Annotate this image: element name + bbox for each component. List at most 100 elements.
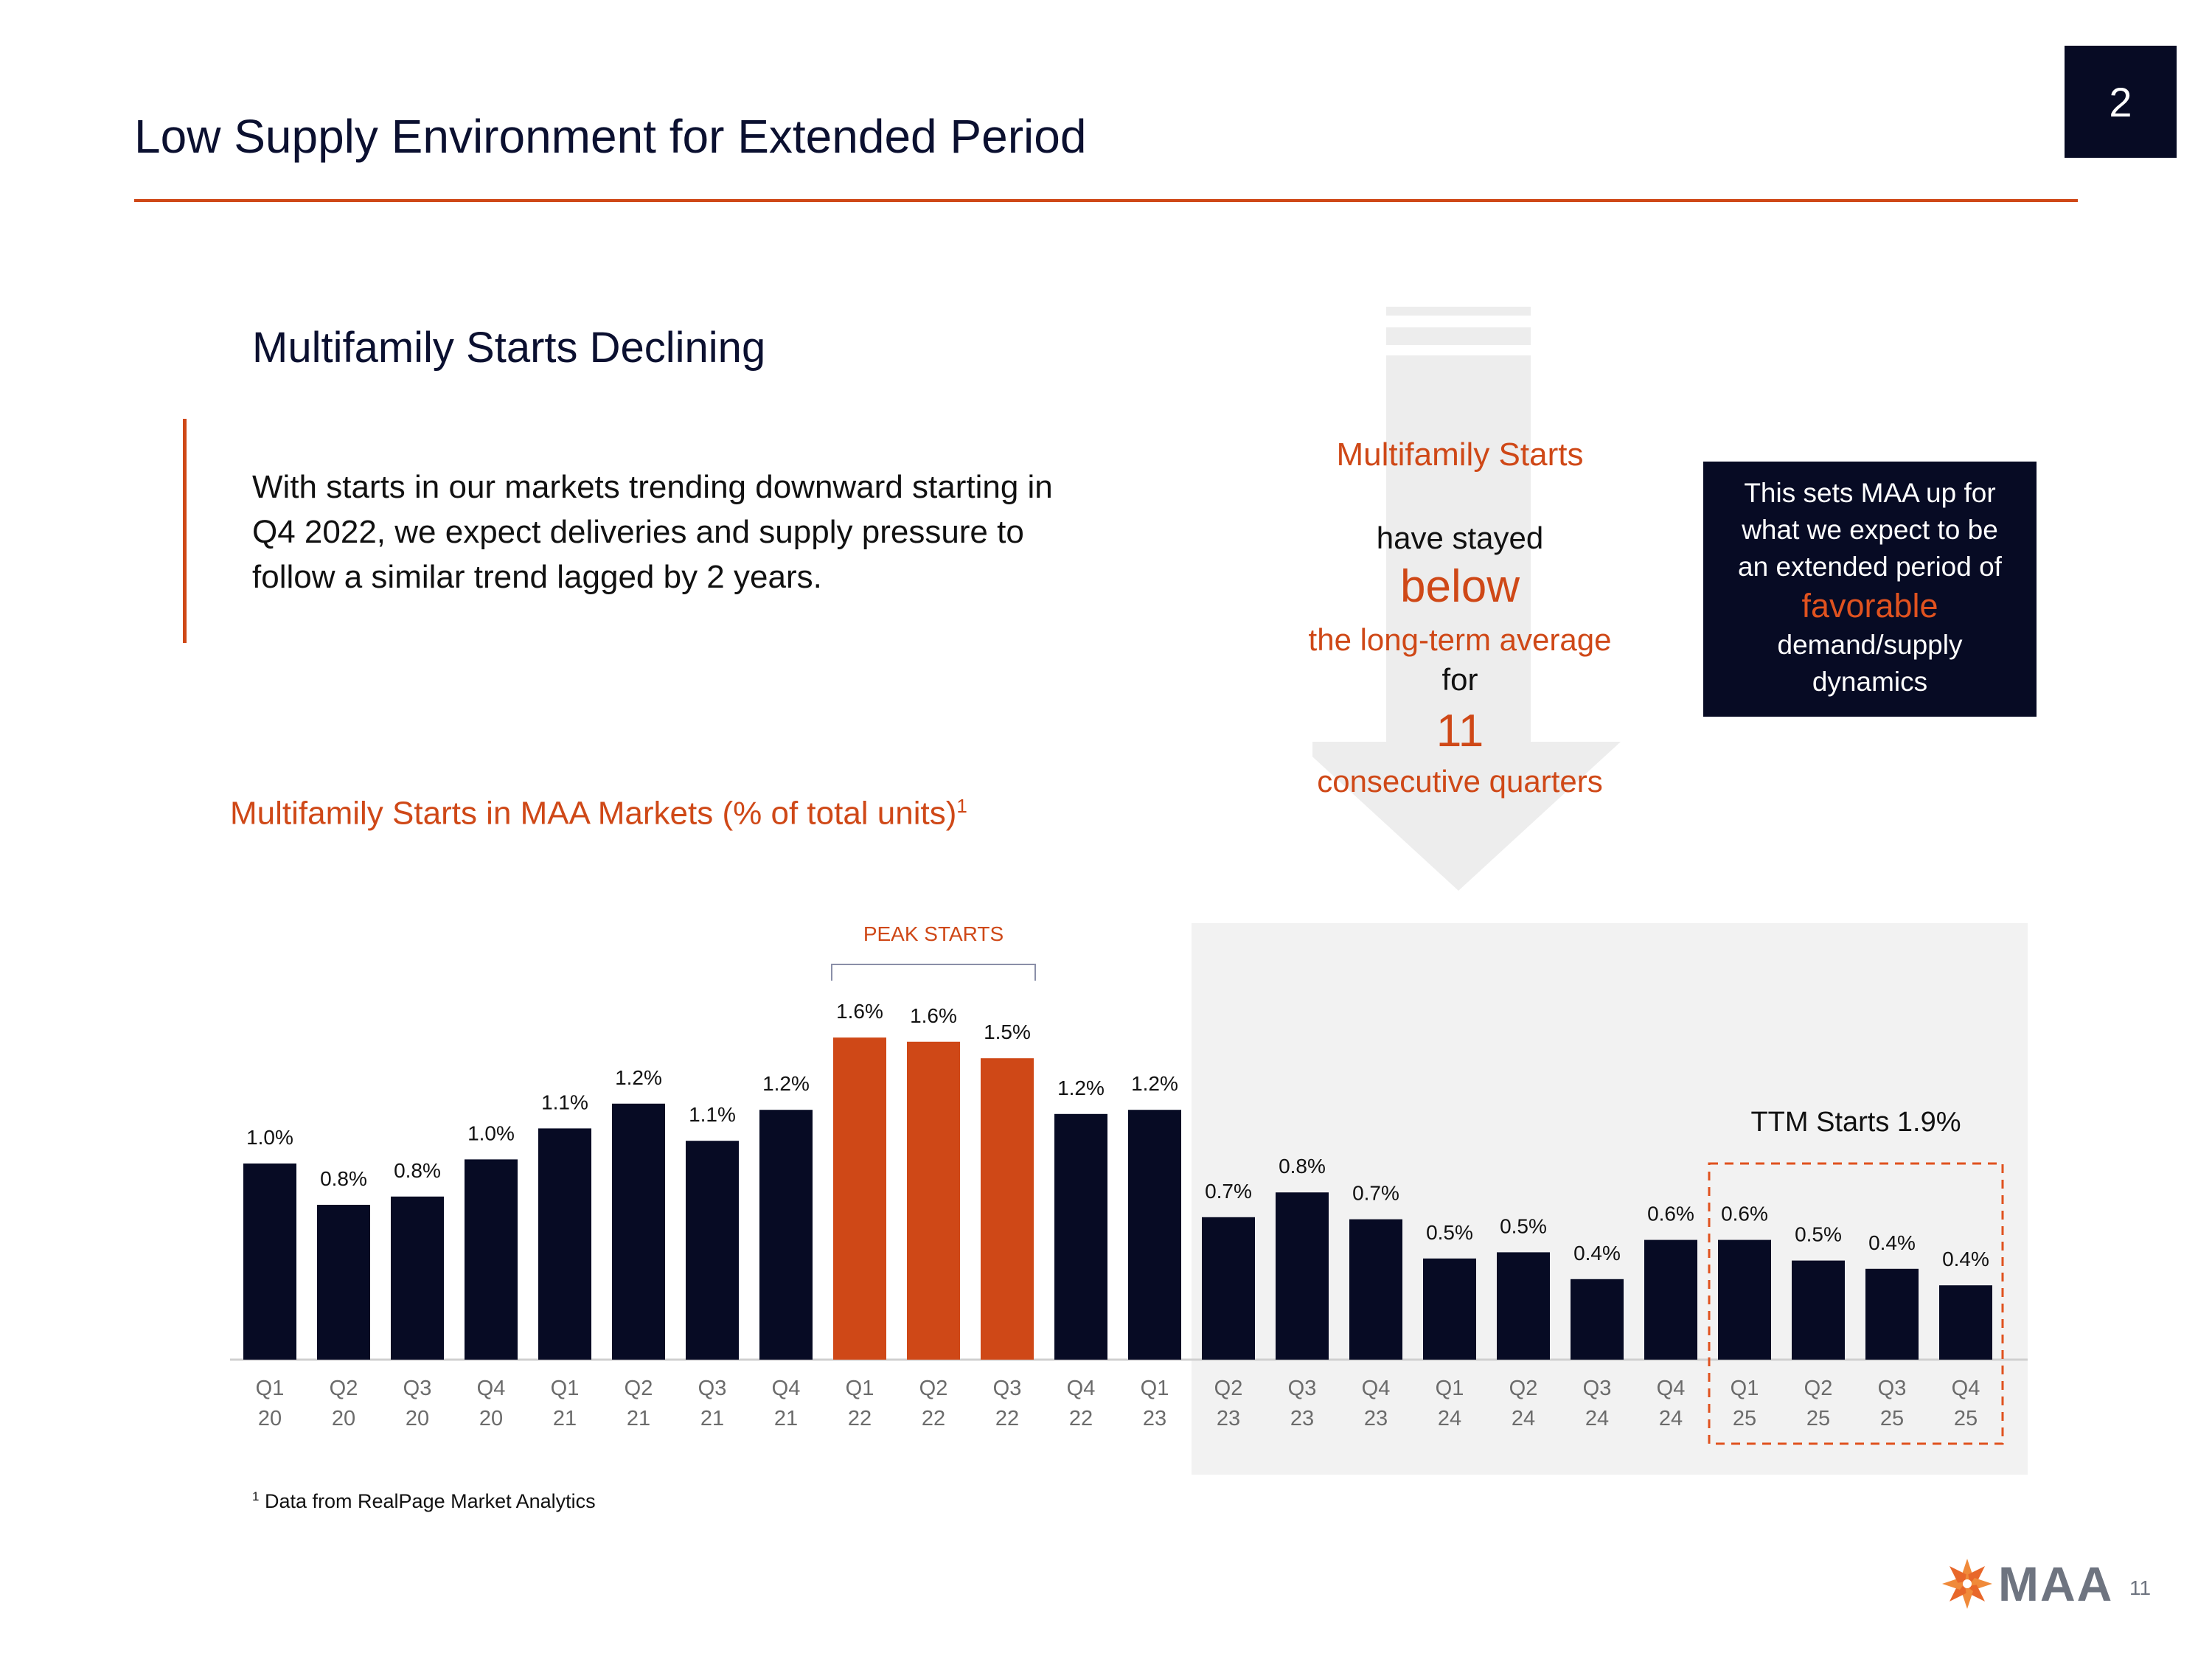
footnote-mark: 1	[252, 1489, 260, 1503]
x-tick-year-label: 22	[995, 1407, 1019, 1430]
bar-value-label: 0.4%	[1942, 1248, 1989, 1270]
peak-starts-label: PEAK STARTS	[863, 922, 1004, 945]
bar-value-label: 1.0%	[246, 1126, 293, 1149]
callout-emphasis-below: below	[1400, 561, 1520, 612]
bar	[1718, 1239, 1771, 1360]
x-tick-year-label: 24	[1585, 1407, 1609, 1430]
x-tick-year-label: 20	[332, 1407, 355, 1430]
bar-value-label: 0.6%	[1721, 1203, 1768, 1225]
bar-value-label: 1.6%	[910, 1004, 957, 1027]
bar-value-label: 1.2%	[762, 1072, 810, 1095]
intro-paragraph: With starts in our markets trending down…	[252, 469, 1053, 595]
box-emphasis-favorable: favorable	[1801, 587, 1938, 625]
bar-value-label: 1.6%	[836, 1000, 883, 1023]
bar	[1276, 1192, 1329, 1360]
bar	[1202, 1217, 1255, 1360]
bar	[1939, 1285, 1992, 1360]
x-tick-quarter-label: Q3	[1878, 1377, 1907, 1400]
bar	[465, 1159, 518, 1360]
callout-text-for: for	[1441, 662, 1478, 697]
bar-value-label: 0.7%	[1205, 1180, 1252, 1203]
box-line: what we expect to be	[1742, 515, 1998, 545]
x-tick-year-label: 20	[479, 1407, 503, 1430]
slide-title: Low Supply Environment for Extended Peri…	[134, 110, 1087, 163]
favorable-dynamics-box: This sets MAA up for what we expect to b…	[1703, 462, 2037, 717]
x-tick-quarter-label: Q3	[1583, 1377, 1612, 1400]
x-tick-quarter-label: Q2	[1509, 1377, 1538, 1400]
x-tick-year-label: 23	[1217, 1407, 1240, 1430]
bar-value-label: 0.6%	[1647, 1203, 1694, 1225]
bar-value-label: 0.8%	[320, 1167, 367, 1190]
bar-value-label: 0.8%	[394, 1159, 441, 1182]
bar	[1128, 1110, 1181, 1360]
bar	[981, 1058, 1034, 1360]
x-tick-year-label: 21	[700, 1407, 724, 1430]
bar	[907, 1041, 960, 1360]
x-tick-quarter-label: Q4	[1952, 1377, 1980, 1400]
bar-value-label: 1.2%	[1131, 1072, 1178, 1095]
x-tick-quarter-label: Q1	[256, 1377, 285, 1400]
bar-value-label: 0.4%	[1573, 1242, 1621, 1265]
bar-value-label: 1.2%	[1057, 1077, 1105, 1099]
x-tick-quarter-label: Q4	[1067, 1377, 1096, 1400]
bar	[1497, 1252, 1550, 1360]
down-arrow-graphic	[1312, 307, 1621, 891]
x-tick-quarter-label: Q1	[846, 1377, 874, 1400]
bar-value-label: 1.1%	[689, 1103, 736, 1126]
bar	[1792, 1260, 1845, 1360]
x-tick-quarter-label: Q2	[330, 1377, 358, 1400]
bar-value-label: 0.5%	[1795, 1223, 1842, 1246]
bar	[1571, 1279, 1624, 1360]
bar	[538, 1128, 591, 1360]
bar-value-label: 0.5%	[1426, 1221, 1473, 1244]
bar	[1423, 1258, 1476, 1360]
bar-value-label: 1.0%	[467, 1121, 515, 1144]
x-tick-year-label: 23	[1290, 1407, 1314, 1430]
bar-value-label: 0.5%	[1500, 1214, 1547, 1237]
bar-value-label: 1.5%	[984, 1020, 1031, 1043]
x-tick-year-label: 22	[848, 1407, 872, 1430]
multifamily-starts-bar-chart: 1.0% Q1 20 0.8% Q2 20 0.8% Q3 20 1.0% Q4 20 1.1% Q1 21…	[230, 922, 2028, 1475]
x-tick-quarter-label: Q3	[993, 1377, 1022, 1400]
x-tick-year-label: 25	[1806, 1407, 1830, 1430]
ttm-dashed-box	[1708, 1162, 2004, 1445]
bar	[1644, 1239, 1697, 1360]
title-divider	[134, 199, 2078, 202]
x-tick-year-label: 25	[1733, 1407, 1756, 1430]
x-tick-quarter-label: Q1	[1141, 1377, 1169, 1400]
callout-emphasis-count: 11	[1436, 706, 1484, 757]
callout-heading: Multifamily Starts	[1336, 437, 1584, 473]
x-tick-year-label: 21	[627, 1407, 650, 1430]
section-heading: Multifamily Starts Declining	[252, 324, 766, 372]
box-line: dynamics	[1812, 667, 1928, 697]
x-tick-quarter-label: Q4	[477, 1377, 506, 1400]
footnote-text: Data from RealPage Market Analytics	[264, 1490, 596, 1512]
box-line: an extended period of	[1738, 552, 2002, 582]
bar-value-label: 1.2%	[615, 1066, 662, 1089]
x-tick-year-label: 25	[1880, 1407, 1904, 1430]
x-tick-quarter-label: Q1	[551, 1377, 580, 1400]
bar	[1865, 1268, 1919, 1360]
chart-title: Multifamily Starts in MAA Markets (% of …	[230, 795, 967, 832]
x-tick-year-label: 21	[553, 1407, 577, 1430]
bar-value-label: 0.7%	[1352, 1182, 1399, 1205]
bar	[612, 1103, 665, 1360]
bar	[391, 1196, 444, 1360]
x-tick-year-label: 20	[258, 1407, 282, 1430]
maa-logo: MAA	[1941, 1556, 2113, 1612]
x-tick-quarter-label: Q1	[1436, 1377, 1464, 1400]
x-tick-year-label: 24	[1512, 1407, 1535, 1430]
x-tick-quarter-label: Q1	[1731, 1377, 1759, 1400]
box-line: This sets MAA up for	[1744, 478, 1996, 508]
x-tick-quarter-label: Q4	[772, 1377, 801, 1400]
x-tick-quarter-label: Q3	[403, 1377, 432, 1400]
shaded-period-region	[1192, 923, 2028, 1475]
bar	[1349, 1219, 1402, 1360]
x-tick-year-label: 24	[1659, 1407, 1683, 1430]
ttm-starts-label: TTM Starts 1.9%	[1750, 1107, 1961, 1138]
x-tick-year-label: 22	[922, 1407, 945, 1430]
maa-logo-mark-icon	[1942, 1559, 1992, 1609]
x-tick-quarter-label: Q3	[698, 1377, 727, 1400]
callout-text-have-stayed: have stayed	[1376, 521, 1544, 555]
bar	[686, 1141, 739, 1360]
